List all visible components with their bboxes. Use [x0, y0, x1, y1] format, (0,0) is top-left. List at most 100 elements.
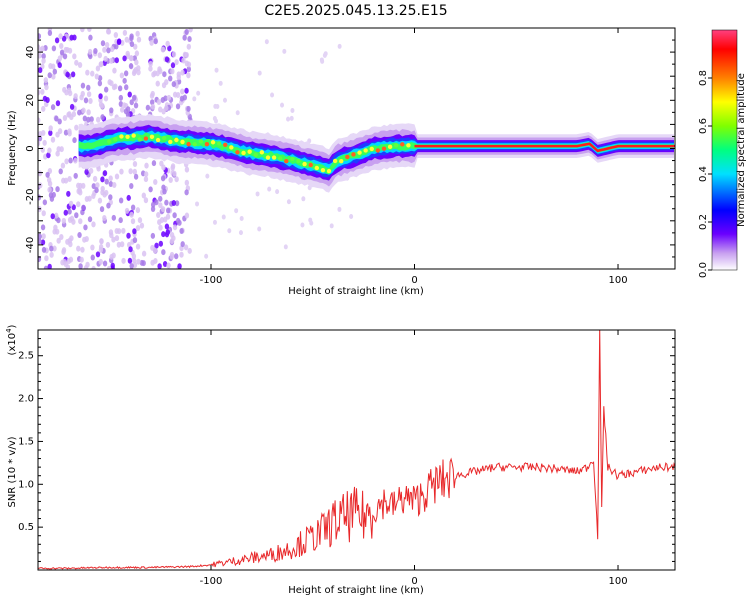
heatmap-noise-mark [108, 194, 113, 201]
heatmap-noise-mark [59, 42, 64, 49]
heatmap-noise-mark [160, 97, 166, 104]
heatmap-noise-mark [74, 212, 79, 219]
heatmap-noise-mark [280, 102, 285, 108]
heatmap-noise-mark [168, 75, 173, 82]
heatmap-peak-mark [277, 156, 283, 161]
heatmap-noise-mark [141, 192, 147, 199]
heatmap-noise-mark [38, 33, 42, 40]
heatmap-noise-mark [68, 256, 74, 263]
heatmap-noise-mark [56, 237, 61, 244]
heatmap-noise-mark [212, 219, 217, 225]
heatmap-noise-mark [172, 224, 178, 231]
heatmap-noise-mark [43, 77, 48, 84]
snr-y-label: SNR (10 * v/v) [7, 436, 18, 507]
heatmap-noise-mark [38, 52, 42, 59]
heatmap-noise-mark [77, 62, 83, 69]
heatmap-noise-mark [38, 238, 42, 245]
heatmap-noise-mark [92, 175, 98, 182]
heatmap-noise-mark [109, 107, 114, 114]
heatmap-noise-mark [95, 182, 100, 189]
heatmap-noise-mark [76, 182, 81, 189]
heatmap-noise-mark [83, 97, 89, 104]
heatmap-noise-mark [68, 200, 74, 207]
heatmap-noise-mark [79, 256, 84, 263]
heatmap-noise-mark [61, 217, 67, 224]
heatmap-noise-mark [38, 182, 43, 189]
heatmap-noise-mark [102, 260, 108, 267]
heatmap-noise-mark [174, 59, 179, 66]
heatmap-peak-mark [131, 133, 136, 138]
heatmap-noise-mark [135, 224, 141, 231]
heatmap-peak-mark [216, 141, 222, 146]
heatmap-noise-mark [218, 80, 223, 86]
heatmap-noise-mark [174, 253, 179, 260]
heatmap-x-tick-label: -100 [200, 275, 223, 286]
heatmap-noise-mark [55, 186, 60, 193]
heatmap-noise-mark [44, 255, 49, 262]
heatmap-noise-mark [337, 43, 342, 49]
heatmap-noise-mark [213, 118, 218, 124]
heatmap-noise-mark [50, 104, 56, 111]
heatmap-noise-mark [61, 248, 66, 255]
heatmap-noise-mark [111, 84, 117, 91]
heatmap-noise-mark [166, 94, 172, 101]
heatmap-noise-mark [179, 227, 184, 234]
heatmap-noise-mark [102, 46, 107, 53]
heatmap-noise-mark [129, 35, 134, 42]
heatmap-noise-mark [131, 94, 137, 101]
heatmap-noise-mark [119, 168, 124, 175]
heatmap-noise-mark [40, 45, 45, 52]
heatmap-noise-mark [57, 128, 63, 135]
heatmap-noise-mark [94, 73, 100, 80]
heatmap-ridge-band [78, 132, 674, 175]
heatmap-noise-mark [102, 170, 108, 177]
heatmap-noise-mark [235, 110, 240, 116]
heatmap-noise-mark [67, 176, 72, 183]
heatmap-noise-mark [195, 201, 200, 207]
heatmap-peak-mark [308, 162, 313, 168]
heatmap-noise-mark [136, 36, 142, 43]
heatmap-noise-mark [41, 105, 46, 112]
snr-y-tick-label: 2.0 [18, 394, 34, 405]
heatmap-noise-mark [38, 170, 43, 177]
heatmap-noise-mark [62, 53, 68, 60]
heatmap-noise-mark [162, 71, 167, 78]
heatmap-noise-mark [86, 109, 91, 116]
heatmap-noise-mark [106, 265, 112, 269]
heatmap-noise-mark [158, 202, 163, 209]
heatmap-y-tick-label: 40 [25, 46, 36, 59]
heatmap-noise-mark [106, 202, 111, 209]
heatmap-peak-mark [223, 142, 228, 148]
heatmap-noise-mark [128, 168, 133, 175]
heatmap-noise-mark [129, 262, 134, 269]
heatmap-noise-mark [57, 55, 63, 62]
heatmap-noise-mark [103, 86, 109, 93]
heatmap-noise-mark [62, 258, 67, 265]
heatmap-noise-mark [55, 150, 60, 157]
heatmap-noise-mark [68, 157, 73, 164]
heatmap-noise-mark [177, 263, 182, 269]
heatmap-noise-mark [171, 81, 177, 88]
heatmap-noise-mark [159, 160, 164, 167]
heatmap-noise-mark [286, 199, 291, 205]
heatmap-noise-mark [160, 206, 166, 213]
heatmap-noise-mark [124, 36, 129, 43]
heatmap-noise-mark [97, 197, 103, 204]
heatmap-y-tick-label: -20 [25, 189, 36, 205]
heatmap-peak-mark [345, 154, 350, 160]
heatmap-noise-mark [125, 111, 131, 118]
heatmap-noise-mark [114, 235, 120, 242]
heatmap-noise-mark [119, 241, 125, 248]
heatmap-noise-mark [63, 46, 68, 53]
heatmap-noise-mark [86, 91, 92, 98]
heatmap-noise-mark [82, 115, 88, 122]
heatmap-noise-mark [91, 221, 96, 228]
heatmap-noise-mark [40, 239, 46, 246]
heatmap-noise-mark [114, 228, 119, 235]
colorbar-tick-label: 0.4 [698, 166, 709, 182]
heatmap-noise-mark [67, 208, 72, 215]
heatmap-noise-mark [47, 72, 52, 79]
heatmap-peak-mark [296, 158, 301, 164]
heatmap-peak-mark [143, 136, 149, 141]
